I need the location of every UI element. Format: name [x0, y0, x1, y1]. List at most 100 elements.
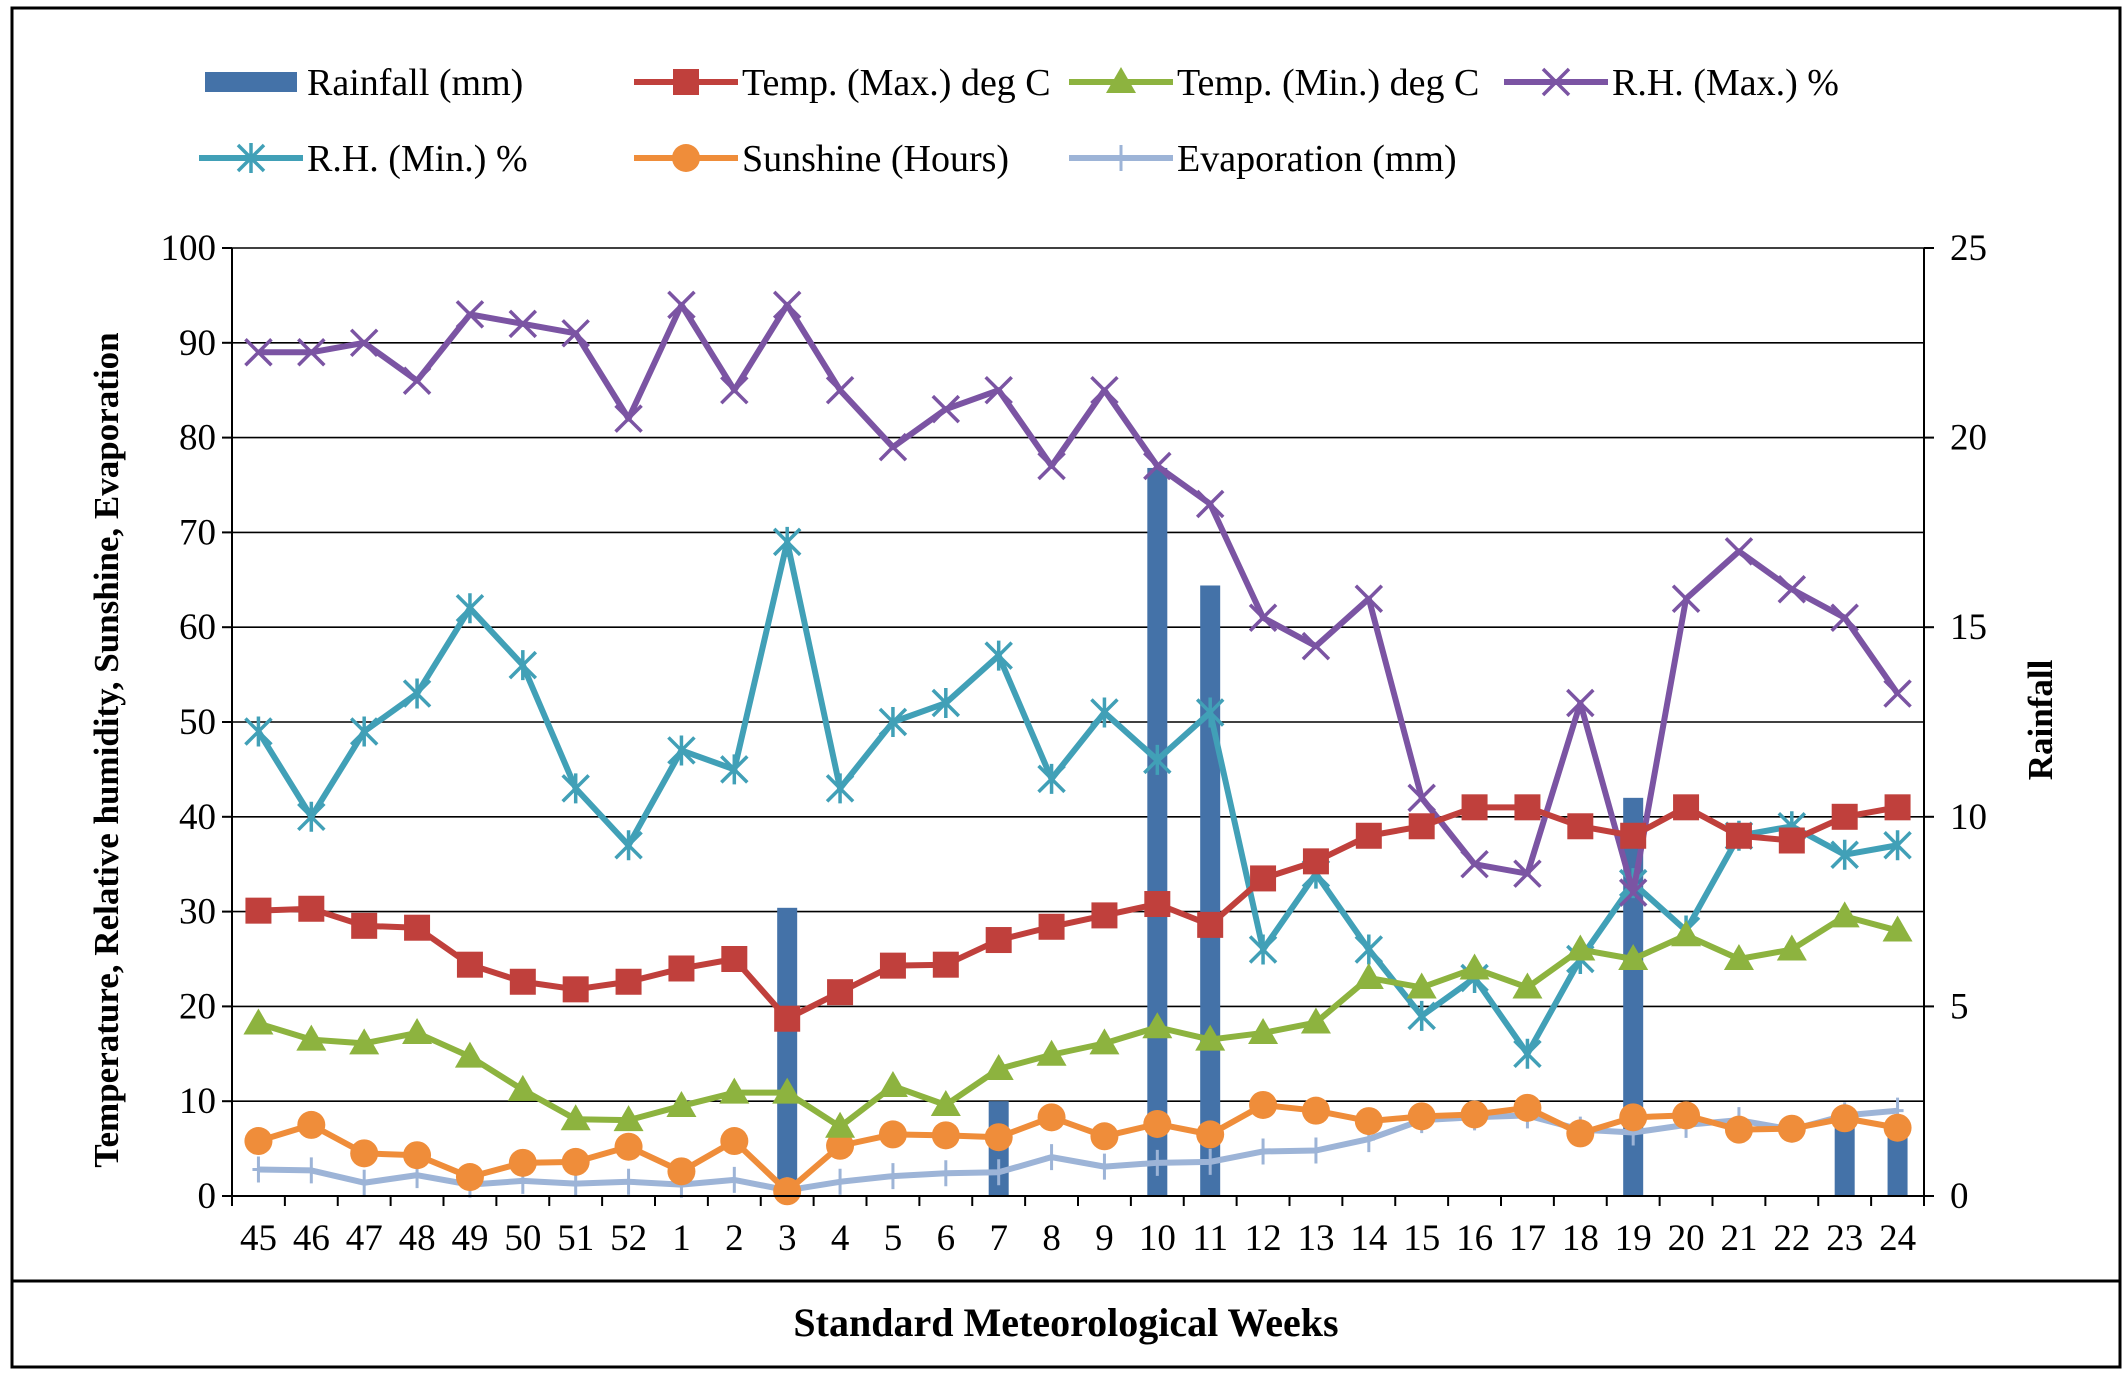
y-right-tick-label: 0 — [1950, 1176, 1969, 1217]
series-point — [772, 1077, 803, 1104]
series-point — [456, 951, 483, 978]
y-right-tick-label: 5 — [1950, 986, 1969, 1027]
series-point — [1143, 451, 1172, 481]
series-point — [1195, 489, 1225, 519]
x-tick-label: 1 — [672, 1218, 691, 1259]
series-point — [1248, 1017, 1279, 1044]
legend-label: R.H. (Min.) % — [307, 138, 528, 180]
series-point — [244, 1127, 273, 1156]
x-tick-label: 18 — [1562, 1218, 1599, 1259]
series-point — [666, 1090, 697, 1117]
series-point — [878, 1120, 907, 1149]
x-tick-label: 5 — [884, 1218, 903, 1259]
series-point — [349, 328, 379, 358]
series-point — [1459, 953, 1490, 980]
series-point — [1672, 1101, 1701, 1130]
series-point — [772, 290, 802, 320]
series-point — [244, 716, 273, 747]
legend-marker — [1115, 145, 1127, 171]
series-point — [1831, 803, 1858, 830]
legend: Rainfall (mm) Temp. (Max.) deg C Temp. (Mi… — [199, 62, 1839, 180]
series-point — [1098, 1153, 1111, 1180]
series-point — [1301, 1096, 1330, 1125]
series-point — [455, 1163, 484, 1192]
series-point — [1143, 744, 1172, 775]
series-point — [1671, 920, 1702, 947]
series-point — [509, 968, 536, 995]
series-point — [349, 716, 379, 747]
series-point — [1512, 972, 1543, 999]
legend-marker — [672, 144, 700, 172]
series-point — [667, 735, 696, 766]
x-tick-label: 21 — [1720, 1218, 1757, 1259]
y-right-tick-label: 10 — [1950, 797, 1987, 838]
series-point — [1196, 1120, 1225, 1149]
x-tick-label: 9 — [1095, 1218, 1114, 1259]
x-tick-label: 10 — [1139, 1218, 1176, 1259]
y-left-tick-label: 70 — [179, 512, 216, 553]
series-point — [455, 593, 485, 624]
x-tick-label: 11 — [1192, 1218, 1228, 1259]
x-tick-label: 13 — [1297, 1218, 1334, 1259]
series-point — [1248, 603, 1278, 632]
series-point — [614, 830, 643, 861]
series-point — [719, 1077, 750, 1104]
series-point — [932, 951, 959, 978]
x-tick-label: 51 — [557, 1218, 594, 1259]
series-point — [879, 952, 906, 979]
rainfall-bar — [1147, 467, 1168, 1196]
series-point — [350, 1139, 379, 1168]
series-point — [1671, 584, 1701, 613]
series-line — [258, 301, 1901, 896]
x-tick-label: 23 — [1826, 1218, 1863, 1259]
rainfall-bar — [777, 907, 798, 1196]
legend-label: Temp. (Min.) deg C — [1177, 62, 1479, 104]
y-right-tick-label: 25 — [1950, 228, 1987, 269]
series-point — [774, 1005, 801, 1032]
series-point — [1354, 1107, 1383, 1136]
legend-item: Sunshine (Hours) — [634, 138, 1009, 180]
x-tick-label: 24 — [1879, 1218, 1916, 1259]
series-point — [1884, 794, 1911, 821]
y-left-tick-label: 50 — [179, 702, 216, 743]
xlabel-frame — [10, 1279, 2122, 1369]
series-point — [305, 1157, 318, 1184]
series-point — [1830, 603, 1859, 632]
series-point — [1197, 911, 1224, 938]
series-point — [931, 1121, 960, 1150]
legend-marker — [673, 69, 699, 95]
series-point — [1038, 913, 1065, 940]
series-point — [1407, 783, 1436, 813]
legend-label: R.H. (Max.) % — [1612, 62, 1839, 104]
series-point — [252, 1156, 265, 1183]
series-point — [1882, 915, 1913, 942]
series-point — [1513, 1093, 1542, 1122]
series-point — [1354, 934, 1384, 965]
x-axis-title: Standard Meteorological Weeks — [793, 1300, 1338, 1345]
series-point — [1620, 822, 1647, 849]
series-point — [1354, 584, 1384, 613]
legend-item: R.H. (Max.) % — [1504, 62, 1839, 104]
series-point — [1618, 878, 1648, 907]
series-point — [1514, 794, 1541, 821]
series-point — [939, 1160, 952, 1187]
x-tick-label: 49 — [451, 1218, 488, 1259]
series-point — [772, 526, 802, 557]
series-point — [403, 1141, 432, 1170]
series-point — [1618, 944, 1649, 970]
legend-label: Rainfall (mm) — [307, 62, 523, 104]
y-left-tick-label: 10 — [179, 1081, 216, 1122]
x-tick-label: 6 — [937, 1218, 956, 1259]
x-tick-label: 46 — [293, 1218, 330, 1259]
series-point — [245, 897, 272, 924]
legend-label: Evaporation (mm) — [1177, 138, 1457, 180]
series-point — [1300, 1007, 1331, 1034]
series-point — [1353, 962, 1384, 989]
x-tick-label: 3 — [778, 1218, 797, 1259]
series-line — [258, 1107, 1898, 1194]
series-point — [1036, 1039, 1067, 1066]
series-point — [1619, 1103, 1648, 1132]
x-tick-label: 14 — [1350, 1218, 1387, 1259]
